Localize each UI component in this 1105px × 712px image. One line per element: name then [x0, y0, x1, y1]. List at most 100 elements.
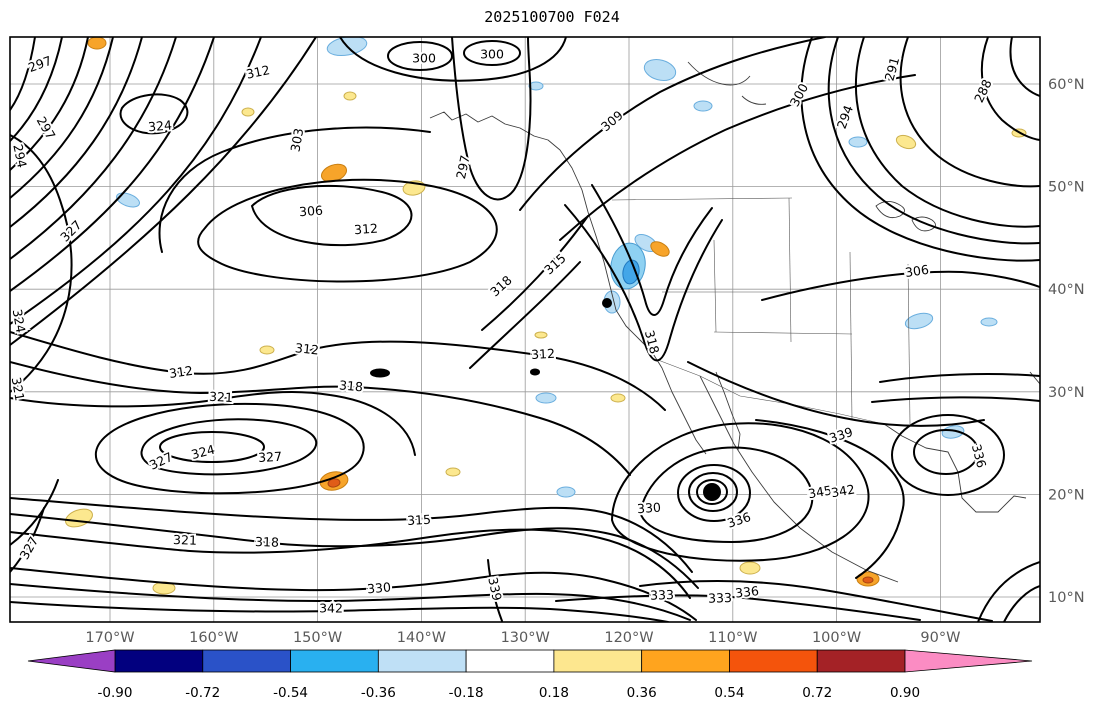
- colorbar-tick-label: 0.18: [539, 685, 569, 701]
- anomaly-patch: [739, 561, 761, 575]
- contour-label: 318: [642, 329, 663, 356]
- contour-line: [10, 361, 631, 476]
- contour-label: 333: [650, 587, 674, 603]
- contour-label: 303: [287, 127, 306, 153]
- x-tick-label: 150°W: [293, 630, 342, 646]
- contour-line: [639, 580, 993, 622]
- contour-line: [10, 479, 59, 546]
- contour-line: [879, 373, 1040, 383]
- colorbar-tick-label: -0.90: [98, 685, 133, 701]
- contour-line: [481, 215, 589, 331]
- colorbar-over-arrow: [904, 649, 1033, 673]
- chart-title: 2025100700 F024: [484, 8, 619, 26]
- contour-line: [10, 37, 89, 171]
- contour-label: 300: [480, 46, 504, 61]
- border-line: [713, 331, 853, 335]
- contour-line: [10, 497, 693, 573]
- contour-line: [871, 396, 1040, 403]
- anomaly-patch: [534, 331, 548, 339]
- anomaly-patch: [445, 467, 461, 477]
- contour-label: 327: [258, 449, 283, 465]
- contour-label: 336: [725, 509, 752, 531]
- colorbar-segment: [114, 649, 204, 673]
- border-line: [907, 263, 911, 425]
- contour-line: [638, 446, 814, 544]
- contour-line: [591, 184, 713, 316]
- contour-line: [530, 368, 540, 376]
- contour-label: 342: [830, 481, 856, 500]
- contour-line: [559, 74, 916, 241]
- contour-label: 312: [531, 346, 556, 362]
- anomaly-patch: [241, 107, 255, 117]
- contour-label: 318: [338, 377, 363, 394]
- coastline: [687, 61, 751, 86]
- contour-line: [158, 126, 431, 253]
- x-tick-label: 140°W: [397, 630, 446, 646]
- border-line: [849, 251, 853, 421]
- anomaly-patch: [622, 259, 640, 285]
- coastline: [715, 371, 741, 451]
- border-line: [788, 197, 792, 343]
- contour-line: [10, 390, 416, 456]
- contour-line: [800, 37, 1040, 262]
- contour-line: [687, 361, 985, 427]
- contour-line: [10, 331, 666, 411]
- x-tick-label: 170°W: [85, 630, 134, 646]
- contour-line: [564, 204, 723, 362]
- contour-line: [119, 93, 189, 135]
- colorbar-tick-label: 0.72: [802, 685, 832, 701]
- x-tick-label: 160°W: [189, 630, 238, 646]
- anomaly-patch: [862, 576, 874, 584]
- contour-line: [899, 37, 1040, 188]
- colorbar-segment: [290, 649, 379, 673]
- contour-label: 321: [9, 376, 28, 402]
- contour-line: [451, 37, 532, 201]
- contour-label: 327: [57, 217, 84, 244]
- contour-line: [10, 37, 317, 346]
- contour-label: 294: [834, 103, 856, 131]
- contour-label: 315: [407, 512, 432, 528]
- y-tick-label: 10°N: [1048, 590, 1085, 606]
- coastline: [429, 111, 707, 455]
- colorbar-tick-label: -0.54: [273, 685, 308, 701]
- x-tick-label: 100°W: [812, 630, 861, 646]
- anomaly-patch: [65, 508, 93, 528]
- contour-line: [94, 402, 365, 495]
- contour-lines: [10, 37, 1040, 622]
- contour-line: [10, 567, 697, 621]
- colorbar-tick-label: -0.18: [449, 685, 484, 701]
- border-line: [657, 359, 885, 425]
- anomaly-patch: [116, 192, 140, 208]
- anomaly-patch: [87, 37, 107, 50]
- contour-label: 300: [412, 50, 436, 65]
- contour-line: [10, 507, 45, 573]
- anomaly-patch: [693, 100, 713, 112]
- x-axis-tick-labels: 170°W 160°W 150°W 140°W 130°W 120°W 110°W 100°W…: [85, 630, 960, 646]
- contour-line: [140, 418, 318, 476]
- coastline: [875, 201, 905, 219]
- anomaly-patch: [610, 393, 626, 403]
- anomaly-patch: [941, 425, 965, 439]
- contour-label: 312: [294, 340, 319, 357]
- contour-label: 318: [255, 534, 279, 550]
- contour-label: 327: [16, 534, 41, 562]
- contour-line: [827, 37, 1040, 245]
- contour-label: 339: [485, 576, 505, 603]
- contour-line: [197, 178, 498, 283]
- contour-line: [10, 528, 691, 599]
- contour-label: 330: [366, 579, 391, 596]
- anomaly-patch: [528, 81, 544, 91]
- coastline: [741, 95, 767, 105]
- contour-line: [10, 37, 143, 228]
- contour-label: 297: [453, 154, 473, 180]
- coastline: [883, 423, 1027, 513]
- contour-line: [977, 561, 1040, 622]
- coastline: [911, 216, 936, 232]
- contour-line: [10, 37, 114, 199]
- contour-line: [10, 37, 63, 142]
- y-tick-label: 40°N: [1048, 282, 1085, 298]
- anomaly-patch: [980, 317, 998, 327]
- y-tick-label: 50°N: [1048, 180, 1085, 196]
